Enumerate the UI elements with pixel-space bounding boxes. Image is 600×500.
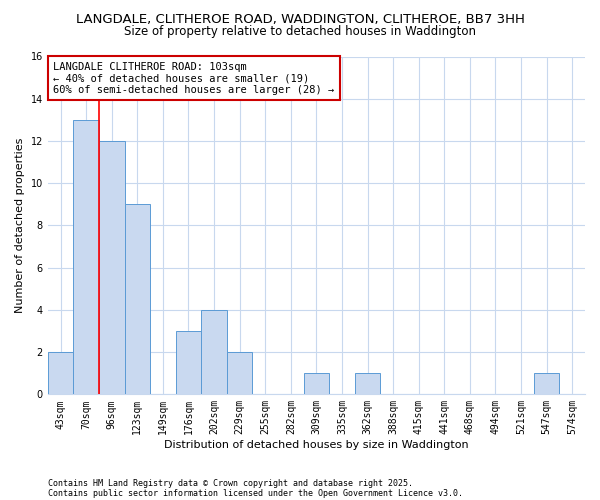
Bar <box>176 331 201 394</box>
Bar <box>355 373 380 394</box>
Bar <box>534 373 559 394</box>
Bar <box>201 310 227 394</box>
X-axis label: Distribution of detached houses by size in Waddington: Distribution of detached houses by size … <box>164 440 469 450</box>
Bar <box>73 120 99 394</box>
Bar <box>99 141 125 395</box>
Text: Contains HM Land Registry data © Crown copyright and database right 2025.: Contains HM Land Registry data © Crown c… <box>48 478 413 488</box>
Bar <box>125 204 150 394</box>
Text: Contains public sector information licensed under the Open Government Licence v3: Contains public sector information licen… <box>48 488 463 498</box>
Bar <box>304 373 329 394</box>
Text: LANGDALE CLITHEROE ROAD: 103sqm
← 40% of detached houses are smaller (19)
60% of: LANGDALE CLITHEROE ROAD: 103sqm ← 40% of… <box>53 62 334 95</box>
Text: LANGDALE, CLITHEROE ROAD, WADDINGTON, CLITHEROE, BB7 3HH: LANGDALE, CLITHEROE ROAD, WADDINGTON, CL… <box>76 12 524 26</box>
Text: Size of property relative to detached houses in Waddington: Size of property relative to detached ho… <box>124 25 476 38</box>
Bar <box>48 352 73 395</box>
Y-axis label: Number of detached properties: Number of detached properties <box>15 138 25 313</box>
Bar <box>227 352 253 395</box>
